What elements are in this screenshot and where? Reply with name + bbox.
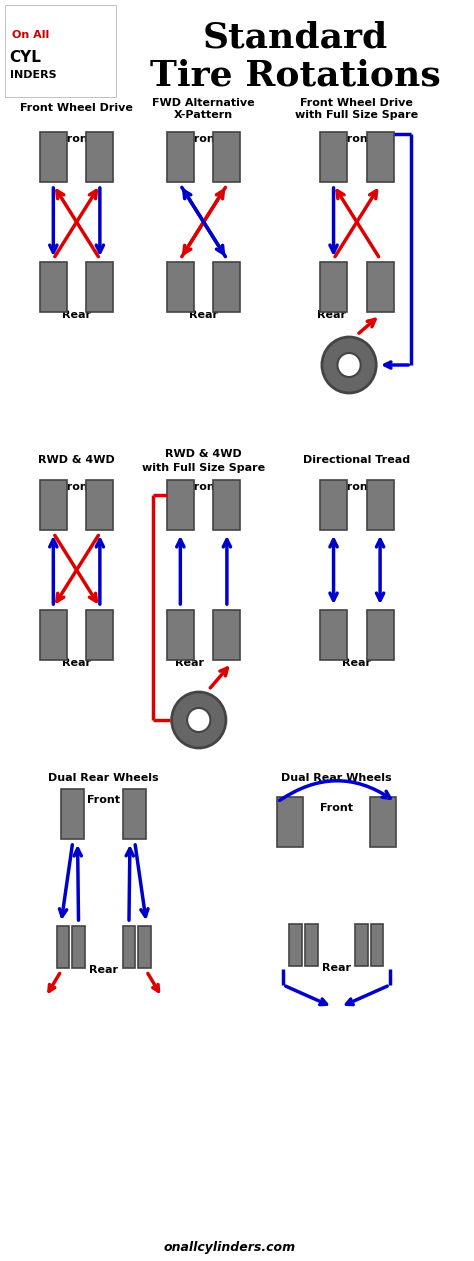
- Text: On All: On All: [12, 30, 49, 40]
- Text: Front: Front: [60, 134, 93, 144]
- Circle shape: [337, 353, 361, 377]
- Text: Front: Front: [320, 803, 353, 813]
- Bar: [370, 797, 396, 847]
- Bar: [213, 480, 240, 530]
- Bar: [320, 262, 347, 311]
- Bar: [290, 924, 302, 966]
- Bar: [320, 610, 347, 660]
- Text: Dual Rear Wheels: Dual Rear Wheels: [48, 773, 159, 783]
- Bar: [86, 480, 113, 530]
- Text: Front: Front: [340, 482, 374, 492]
- Bar: [40, 480, 67, 530]
- Bar: [123, 926, 135, 968]
- Text: X-Pattern: X-Pattern: [174, 110, 233, 120]
- Text: Standard: Standard: [203, 21, 388, 55]
- Text: onallcylinders.com: onallcylinders.com: [164, 1242, 296, 1255]
- Bar: [167, 262, 194, 311]
- Text: Front Wheel Drive: Front Wheel Drive: [20, 103, 133, 113]
- Text: Front: Front: [187, 134, 220, 144]
- Text: with Full Size Spare: with Full Size Spare: [142, 463, 265, 473]
- Bar: [277, 797, 302, 847]
- Bar: [86, 610, 113, 660]
- Text: Rear: Rear: [89, 965, 118, 975]
- Bar: [213, 610, 240, 660]
- Text: CYL: CYL: [9, 50, 42, 66]
- Circle shape: [187, 707, 210, 731]
- Bar: [320, 480, 347, 530]
- Bar: [320, 132, 347, 182]
- Text: Front Wheel Drive: Front Wheel Drive: [301, 98, 413, 108]
- Bar: [86, 132, 113, 182]
- Text: Rear: Rear: [189, 310, 218, 320]
- Text: Rear: Rear: [322, 963, 351, 973]
- Bar: [366, 610, 394, 660]
- Text: with Full Size Spare: with Full Size Spare: [295, 110, 419, 120]
- Text: Front: Front: [340, 134, 374, 144]
- Text: RWD & 4WD: RWD & 4WD: [38, 455, 115, 465]
- Text: Front: Front: [87, 794, 120, 805]
- Bar: [123, 789, 146, 839]
- Bar: [366, 262, 394, 311]
- Bar: [213, 262, 240, 311]
- Bar: [72, 926, 85, 968]
- Bar: [61, 789, 84, 839]
- Bar: [5, 5, 116, 97]
- Text: FWD Alternative: FWD Alternative: [152, 98, 255, 108]
- Bar: [57, 926, 69, 968]
- Text: Rear: Rear: [62, 658, 91, 668]
- Text: Rear: Rear: [317, 310, 346, 320]
- Text: Rear: Rear: [342, 658, 371, 668]
- Text: Front: Front: [187, 482, 220, 492]
- Bar: [167, 610, 194, 660]
- Text: Rear: Rear: [62, 310, 91, 320]
- Text: Rear: Rear: [174, 658, 203, 668]
- Circle shape: [172, 692, 226, 748]
- Text: INDERS: INDERS: [9, 71, 56, 79]
- Text: Dual Rear Wheels: Dual Rear Wheels: [281, 773, 392, 783]
- Bar: [371, 924, 383, 966]
- Bar: [40, 132, 67, 182]
- Bar: [40, 262, 67, 311]
- Bar: [305, 924, 318, 966]
- Text: Front: Front: [60, 482, 93, 492]
- Text: Tire Rotations: Tire Rotations: [150, 58, 441, 92]
- Text: RWD & 4WD: RWD & 4WD: [165, 449, 242, 459]
- Bar: [356, 924, 368, 966]
- Bar: [138, 926, 151, 968]
- Bar: [366, 480, 394, 530]
- Bar: [167, 480, 194, 530]
- Bar: [366, 132, 394, 182]
- Bar: [213, 132, 240, 182]
- Bar: [40, 610, 67, 660]
- Circle shape: [322, 337, 376, 393]
- Bar: [86, 262, 113, 311]
- Bar: [167, 132, 194, 182]
- Text: Directional Tread: Directional Tread: [303, 455, 410, 465]
